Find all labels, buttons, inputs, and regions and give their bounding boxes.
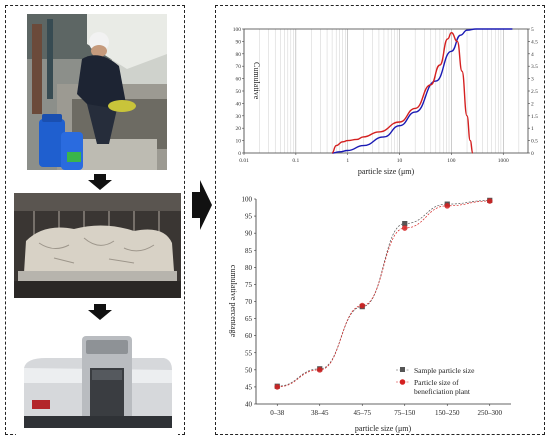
x-axis-ticks: 0–38 38–45 45–75 75–150 150–250 250–300 (270, 404, 503, 417)
tick-label: 3 (531, 77, 534, 83)
tick-label: 3.5 (531, 64, 538, 70)
tick-label: 1000 (498, 158, 509, 164)
tick-label: 85 (245, 247, 253, 255)
tick-label: 75 (245, 281, 253, 289)
particle-size-distribution-chart: 0 10 20 30 40 50 60 70 80 90 100 0 0.5 1 1.5 2 2.5 3 3.5 4… (233, 27, 538, 176)
y-axis-label: Cumulative (252, 62, 261, 100)
tick-label: 0.01 (239, 158, 249, 164)
worker-sampling-photo (27, 14, 167, 170)
data-point-circle (359, 302, 366, 309)
tick-label: 80 (236, 52, 242, 58)
tick-label: 60 (245, 332, 253, 340)
tick-label: 100 (242, 196, 253, 204)
tick-label: 50 (236, 89, 242, 95)
data-point-square (402, 221, 408, 227)
tick-label: 1 (346, 158, 349, 164)
tick-label: 2.5 (531, 89, 538, 95)
cumulative-curve (332, 28, 513, 154)
chart-series (331, 28, 513, 154)
legend-circle-marker (399, 379, 406, 385)
tick-label: 10 (397, 158, 403, 164)
tick-label: 0–38 (270, 409, 285, 417)
tick-label: 38–45 (311, 409, 329, 417)
tick-label: 2 (531, 101, 534, 107)
plot-frame (243, 28, 529, 154)
tick-label: 30 (236, 114, 242, 120)
tick-label: 40 (245, 401, 253, 409)
tick-label: 250–300 (478, 409, 503, 417)
tick-label: 4.5 (531, 39, 538, 45)
y-axis-ticks: 40 45 50 55 60 65 70 75 80 85 90 95 100 (242, 196, 256, 409)
right-arrow-icon (192, 180, 212, 235)
cumulative-percentage-chart: 40 45 50 55 60 65 70 75 80 85 90 95 100 0–38 38–45 45–… (229, 196, 511, 433)
dried-sample-tray-photo (14, 193, 181, 298)
x-axis-label: particle size (μm) (358, 167, 415, 176)
tick-label: 70 (236, 64, 242, 70)
tick-label: 50 (245, 366, 253, 374)
tick-label: 95 (245, 213, 253, 221)
process-flow-panel (5, 5, 185, 436)
tick-label: 10 (236, 139, 242, 145)
x-axis-ticks: 0.01 0.1 1 10 100 1000 (239, 153, 509, 164)
laser-particle-analyzer-photo (16, 328, 178, 436)
data-point-circle (486, 198, 493, 204)
down-arrow-icon (88, 304, 112, 325)
tick-label: 80 (245, 264, 253, 272)
data-point-circle (444, 203, 451, 209)
tick-label: 90 (245, 230, 253, 238)
tick-label: 75–150 (394, 409, 416, 417)
tick-label: 150–250 (435, 409, 460, 417)
tick-label: 4 (531, 52, 534, 58)
tick-label: 5 (531, 27, 534, 33)
tick-label: 0.5 (531, 139, 538, 145)
tick-label: 55 (245, 349, 253, 357)
tick-label: 90 (236, 39, 242, 45)
down-arrow-icon (88, 174, 112, 195)
tick-label: 60 (236, 77, 242, 83)
tick-label: 40 (236, 101, 242, 107)
data-point-circle (316, 367, 323, 373)
chart-legend: Sample particle size Particle size of be… (396, 366, 475, 396)
series-line (277, 200, 490, 388)
results-panel: 0 10 20 30 40 50 60 70 80 90 100 0 0.5 1 1.5 2 2.5 3 3.5 4… (215, 5, 545, 435)
left-axis-ticks: 0 10 20 30 40 50 60 70 80 90 100 (233, 27, 244, 157)
y-axis-label: cumulative percentage (229, 265, 238, 338)
legend-label: Sample particle size (414, 366, 475, 375)
chart-series (274, 197, 493, 390)
data-point-circle (274, 384, 281, 390)
tick-label: 20 (236, 126, 242, 132)
tick-label: 1.5 (531, 114, 538, 120)
tick-label: 45–75 (354, 409, 372, 417)
right-axis-ticks: 0 0.5 1 1.5 2 2.5 3 3.5 4 4.5 5 (528, 27, 538, 157)
tick-label: 100 (233, 27, 242, 33)
data-point-circle (401, 225, 408, 231)
tick-label: 0.1 (292, 158, 299, 164)
tick-label: 70 (245, 298, 253, 306)
tick-label: 0 (238, 151, 241, 157)
legend-square-marker (400, 367, 405, 372)
chart-grid (243, 29, 529, 153)
tick-label: 45 (245, 383, 253, 391)
tick-label: 0 (531, 151, 534, 157)
x-axis-label: particle size (μm) (355, 424, 412, 433)
series-line (277, 200, 490, 387)
tick-label: 65 (245, 315, 253, 323)
tick-label: 100 (447, 158, 456, 164)
tick-label: 1 (531, 126, 534, 132)
distribution-curve (331, 31, 474, 154)
legend-label: Particle size of beneficiation plant (414, 378, 471, 396)
